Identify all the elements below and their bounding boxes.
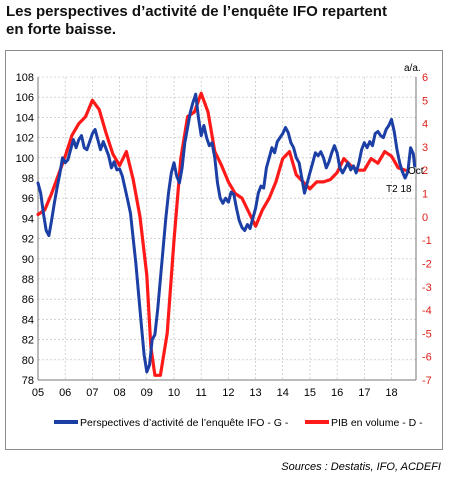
axes: 7880828486889092949698100102104106108-7-… — [16, 72, 432, 399]
source-note: Sources : Destatis, IFO, ACDEFI — [281, 461, 441, 473]
title-line-1: Les perspectives d’activité de l’enquête… — [6, 3, 387, 20]
y-left-tick-label: 94 — [22, 213, 34, 225]
x-tick-label: 07 — [86, 387, 98, 399]
y-left-tick-label: 92 — [22, 234, 34, 246]
ifo-end-annotation: Oct — [408, 166, 424, 177]
x-tick-label: 18 — [385, 387, 397, 399]
y-left-tick-label: 96 — [22, 193, 34, 205]
x-tick-label: 08 — [113, 387, 125, 399]
y-left-tick-label: 90 — [22, 254, 34, 266]
gdp-end-annotation: T2 18 — [386, 184, 412, 195]
legend-label-ifo: Perspectives d’activité de l’enquête IFO… — [80, 417, 289, 429]
y-right-tick-label: -1 — [422, 235, 432, 247]
y-left-tick-label: 86 — [22, 294, 34, 306]
y-right-tick-label: -3 — [422, 282, 432, 294]
grid-lines — [37, 76, 416, 381]
y-right-tick-label: 3 — [422, 142, 428, 154]
y-left-tick-label: 88 — [22, 274, 34, 286]
chart-frame: 78 80 82 84 86 88 90 92 94 96 98 100 102 104 106 108 -7-… — [5, 50, 443, 450]
x-tick-label: 11 — [195, 387, 206, 399]
series-line-gdp — [36, 91, 407, 377]
legend: Perspectives d’activité de l’enquête IFO… — [54, 417, 423, 429]
y-right-tick-label: 2 — [422, 165, 428, 177]
x-tick-label: 16 — [331, 387, 343, 399]
y-right-tick-label: -7 — [422, 375, 432, 387]
y-right-tick-label: -6 — [422, 352, 432, 364]
right-axis-unit: a/a. — [404, 63, 421, 74]
x-tick-label: 17 — [358, 387, 370, 399]
x-tick-label: 14 — [277, 387, 289, 399]
legend-label-gdp: PIB en volume - D - — [331, 417, 423, 429]
line-chart: 7880828486889092949698100102104106108-7-… — [16, 63, 432, 429]
y-right-tick-label: 6 — [422, 72, 428, 84]
x-tick-label: 10 — [168, 387, 180, 399]
y-left-tick-label: 84 — [22, 314, 34, 326]
y-right-tick-label: -5 — [422, 328, 432, 340]
y-left-tick-label: 98 — [22, 173, 34, 185]
x-tick-label: 12 — [222, 387, 234, 399]
x-tick-label: 15 — [304, 387, 316, 399]
y-left-tick-label: 100 — [16, 153, 34, 165]
series-line-ifo — [36, 92, 417, 374]
x-tick-label: 06 — [59, 387, 71, 399]
y-left-tick-label: 108 — [16, 72, 34, 84]
y-right-tick-label: 5 — [422, 95, 428, 107]
series-lines — [36, 91, 417, 377]
y-right-tick-label: 4 — [422, 119, 428, 131]
y-right-tick-label: 0 — [422, 212, 428, 224]
y-right-tick-label: -2 — [422, 258, 432, 270]
y-left-tick-label: 82 — [22, 335, 34, 347]
y-left-tick-label: 102 — [16, 133, 34, 145]
x-tick-label: 05 — [32, 387, 44, 399]
y-left-tick-label: 78 — [22, 375, 34, 387]
x-tick-label: 09 — [141, 387, 153, 399]
title-line-2: en forte baisse. — [6, 21, 117, 38]
chart-title: Les perspectives d’activité de l’enquête… — [6, 3, 446, 39]
y-left-tick-label: 104 — [16, 112, 34, 124]
y-left-tick-label: 106 — [16, 92, 34, 104]
y-left-tick-label: 80 — [22, 355, 34, 367]
y-right-tick-label: -4 — [422, 305, 432, 317]
y-right-tick-label: 1 — [422, 189, 428, 201]
x-tick-label: 13 — [249, 387, 261, 399]
